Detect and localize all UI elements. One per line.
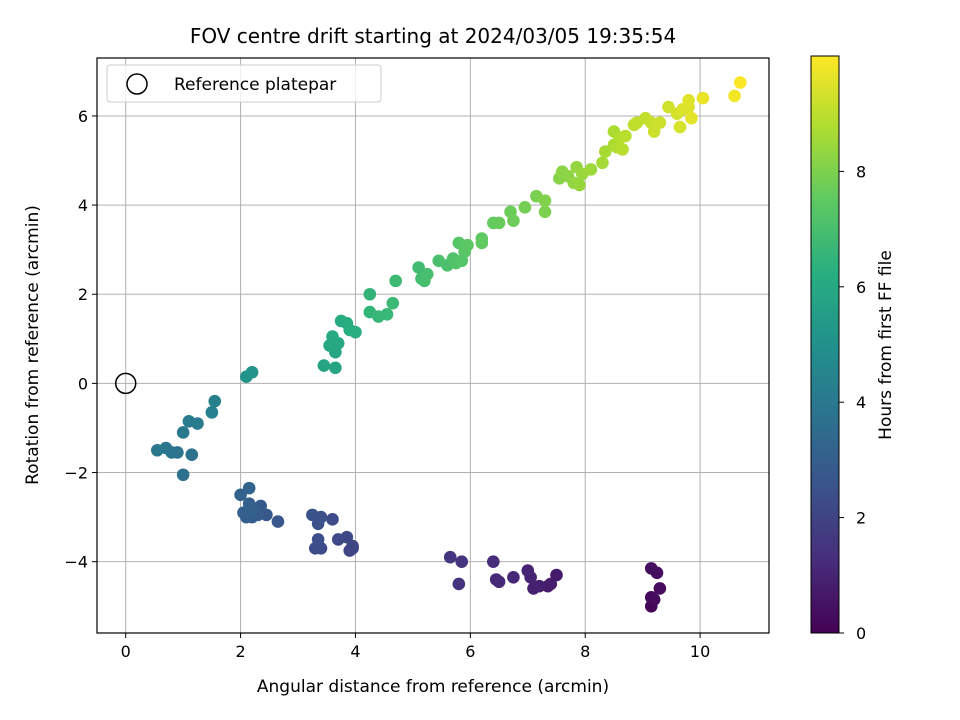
data-point xyxy=(329,361,342,375)
data-point xyxy=(728,89,741,103)
y-tick-label: 0 xyxy=(78,374,88,393)
data-point xyxy=(550,568,563,582)
data-point xyxy=(260,508,273,522)
colorbar-tick-label: 4 xyxy=(856,393,866,412)
data-point xyxy=(331,533,345,546)
data-point xyxy=(208,394,222,408)
data-point xyxy=(389,274,402,288)
data-point xyxy=(584,163,598,176)
legend-entry-reference: Reference platepar xyxy=(174,75,336,95)
data-point xyxy=(653,582,667,595)
data-point xyxy=(733,76,747,89)
data-point xyxy=(205,406,219,419)
data-point xyxy=(317,359,331,372)
data-point xyxy=(616,143,629,156)
data-point xyxy=(673,120,687,134)
data-point xyxy=(541,579,555,593)
y-tick-label: 4 xyxy=(78,196,88,215)
data-point xyxy=(475,236,489,250)
x-tick-label: 10 xyxy=(690,642,710,661)
data-point xyxy=(538,205,552,219)
chart-title: FOV centre drift starting at 2024/03/05 … xyxy=(190,24,676,48)
colorbar-tick-label: 8 xyxy=(856,162,866,181)
data-point xyxy=(492,216,506,230)
data-point xyxy=(685,111,698,125)
y-tick-label: −2 xyxy=(64,464,88,483)
legend-box xyxy=(106,64,382,103)
data-point xyxy=(234,488,247,502)
data-point xyxy=(380,307,394,321)
data-point xyxy=(386,296,400,310)
colorbar xyxy=(810,55,840,634)
x-tick-label: 4 xyxy=(350,642,360,661)
x-tick-label: 6 xyxy=(465,642,475,661)
x-tick-label: 8 xyxy=(580,642,590,661)
y-tick-label: 2 xyxy=(78,285,88,304)
data-point xyxy=(176,426,190,439)
grid xyxy=(97,58,769,633)
legend-marker xyxy=(126,73,148,95)
x-tick-label: 2 xyxy=(235,642,245,661)
data-point xyxy=(412,261,425,274)
data-point xyxy=(311,533,325,546)
data-point xyxy=(326,330,339,343)
data-point xyxy=(596,156,609,170)
data-point xyxy=(306,508,319,522)
data-point xyxy=(653,116,667,129)
data-point xyxy=(191,417,204,430)
colorbar-tick-label: 2 xyxy=(856,509,866,528)
plot-frame xyxy=(96,57,770,634)
data-point xyxy=(599,145,612,158)
data-points xyxy=(114,76,747,613)
data-point xyxy=(696,91,710,105)
data-point xyxy=(452,577,466,591)
data-point xyxy=(682,94,695,107)
data-point xyxy=(242,481,256,495)
data-point xyxy=(245,365,259,379)
data-point xyxy=(185,448,199,462)
data-point xyxy=(518,201,532,214)
data-point xyxy=(443,550,457,564)
data-point xyxy=(507,214,520,227)
y-tick-label: −4 xyxy=(64,553,88,572)
y-tick-label: 6 xyxy=(78,107,88,126)
legend: Reference platepar xyxy=(106,64,382,103)
data-point xyxy=(349,325,362,339)
colorbar-tick-label: 6 xyxy=(856,278,866,297)
colorbar-ticks: 0 2 4 6 8 xyxy=(839,162,866,643)
data-point xyxy=(242,497,256,511)
data-point xyxy=(461,238,474,252)
data-point xyxy=(151,443,164,457)
data-point xyxy=(521,564,535,577)
colorbar-tick-label: 0 xyxy=(856,624,866,643)
data-point xyxy=(507,570,520,584)
data-point xyxy=(271,515,285,528)
data-point xyxy=(647,125,661,138)
data-point xyxy=(326,513,339,526)
data-point xyxy=(489,573,503,586)
data-point xyxy=(644,562,658,575)
x-axis-label: Angular distance from reference (arcmin) xyxy=(257,677,609,697)
data-point xyxy=(363,287,377,301)
data-point xyxy=(455,555,469,568)
data-point xyxy=(176,468,190,482)
data-point xyxy=(420,267,434,281)
x-tick-label: 0 xyxy=(121,642,131,661)
data-point xyxy=(538,194,552,207)
data-point xyxy=(527,582,540,595)
data-point xyxy=(346,539,359,553)
data-point xyxy=(619,129,632,143)
colorbar-label: Hours from first FF file xyxy=(876,250,896,440)
y-axis-ticks: −4 −2 0 2 4 6 xyxy=(64,107,97,572)
data-point xyxy=(573,178,586,192)
data-point xyxy=(647,593,661,606)
y-axis-label: Rotation from reference (arcmin) xyxy=(23,205,43,485)
data-point xyxy=(662,100,675,114)
reference-point xyxy=(114,372,137,395)
data-point xyxy=(487,555,500,568)
x-axis-ticks: 0 2 4 6 8 10 xyxy=(121,633,710,661)
